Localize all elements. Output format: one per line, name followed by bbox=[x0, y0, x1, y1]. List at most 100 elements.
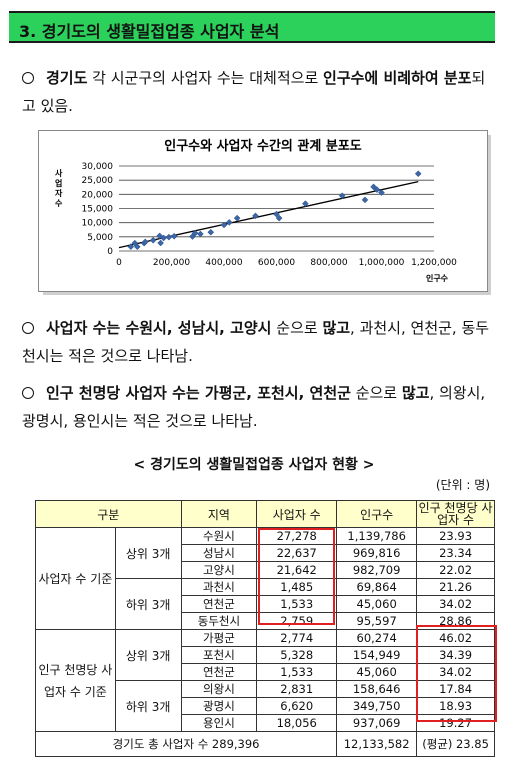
y-tick-label: 15,000 bbox=[82, 205, 114, 215]
header-per-thousand-label: 인구 천명당 사업자 수 bbox=[418, 501, 493, 527]
per-thousand-cell: 23.93 bbox=[416, 527, 495, 545]
group-label-business: 사업자 수 기준 bbox=[35, 527, 116, 630]
chart-title: 인구수와 사업자 수간의 관계 분포도 bbox=[164, 138, 362, 154]
y-tick-label: 25,000 bbox=[82, 176, 114, 186]
business-table: 구분 지역 사업자 수 인구수 인구 천명당 사업자 수 사업자 수 기준 상위 … bbox=[34, 500, 495, 757]
per-thousand-cell: 34.39 bbox=[416, 646, 495, 664]
data-point bbox=[191, 229, 199, 237]
bullet-circle-icon bbox=[22, 387, 34, 399]
per-thousand-cell: 34.02 bbox=[416, 595, 495, 613]
data-point bbox=[133, 243, 141, 251]
table-row: 고양시 21,642 982,709 22.02 bbox=[36, 561, 495, 579]
header-business-count: 사업자 수 bbox=[256, 500, 338, 528]
region-cell: 의왕시 bbox=[180, 680, 258, 698]
per-thousand-cell: 21.26 bbox=[416, 578, 495, 596]
section-title: 3. 경기도의 생활밀접업종 사업자 분석 bbox=[19, 22, 280, 41]
data-point bbox=[197, 230, 204, 238]
bullet-text-part: 인구수에 비례하여 분포 bbox=[323, 69, 472, 87]
business-count-cell: 2,759 bbox=[256, 612, 338, 630]
header-region: 지역 bbox=[180, 500, 258, 528]
y-tick-label: 20,000 bbox=[82, 190, 114, 200]
x-tick-label: 1,000,000 bbox=[359, 258, 405, 268]
table-row: 사업자 수 기준 상위 3개 수원시 27,278 1,139,786 23.93 bbox=[35, 527, 495, 630]
bullet-text-part: 인구 천명당 사업자 수는 가평군, 포천시, 연천군 bbox=[46, 384, 351, 402]
bullet-paragraph-2: 사업자 수는 수원시, 성남시, 고양시 순으로 많고, 과천시, 연천군, 동… bbox=[22, 314, 497, 370]
region-cell: 연천군 bbox=[180, 595, 258, 613]
bullet-text-part: 사업자 수는 수원시, 성남시, 고양시 bbox=[46, 319, 272, 337]
bullet-text-part: , 과천시, 연천군, 동두천시는 적은 것으로 나타남. bbox=[22, 319, 490, 365]
chart-svg: 인구수와 사업자 수간의 관계 분포도 0 5,000 10,000 15,000 20,… bbox=[55, 138, 457, 283]
data-point bbox=[157, 239, 164, 247]
business-count-cell: 6,620 bbox=[256, 697, 338, 715]
region-cell: 고양시 bbox=[180, 561, 258, 579]
population-cell: 154,949 bbox=[336, 646, 418, 664]
total-business-label: 경기도 총 사업자 수 289,396 bbox=[34, 731, 338, 757]
data-point bbox=[361, 196, 369, 204]
business-count-cell: 1,485 bbox=[256, 578, 338, 596]
population-cell: 60,274 bbox=[336, 629, 418, 647]
data-point bbox=[338, 192, 346, 200]
data-point bbox=[141, 238, 149, 246]
per-thousand-cell: 34.02 bbox=[416, 663, 495, 681]
data-point bbox=[127, 243, 135, 251]
data-point bbox=[414, 170, 422, 178]
title-underline bbox=[9, 41, 495, 43]
bullet-text-part: 많고 bbox=[401, 384, 430, 402]
business-count-cell: 1,533 bbox=[256, 663, 338, 681]
rank-label: 하위 3개 bbox=[114, 578, 182, 630]
data-point bbox=[207, 228, 215, 236]
population-cell: 349,750 bbox=[336, 697, 418, 715]
unit-label: (단위 : 명) bbox=[435, 478, 490, 492]
bullet-text-part: 순으로 bbox=[350, 384, 402, 402]
population-cell: 45,060 bbox=[336, 663, 418, 681]
population-cell: 937,069 bbox=[336, 714, 418, 732]
x-tick-label: 200,000 bbox=[153, 258, 190, 268]
population-cell: 45,060 bbox=[336, 595, 418, 613]
data-point bbox=[160, 234, 167, 242]
population-cell: 158,646 bbox=[336, 680, 418, 698]
data-point bbox=[165, 233, 173, 241]
bullet-text-part: 되고 있음. bbox=[22, 69, 486, 115]
data-point bbox=[302, 200, 309, 208]
x-tick-label: 800,000 bbox=[310, 258, 347, 268]
business-count-cell: 18,056 bbox=[256, 714, 338, 732]
bullet-text-part: , 의왕시, 광명시, 용인시는 적은 것으로 나타남. bbox=[22, 384, 486, 430]
table-header-row: 구분 지역 사업자 수 인구수 인구 천명당 사업자 수 bbox=[35, 500, 495, 528]
rank-label: 상위 3개 bbox=[114, 527, 182, 579]
business-count-cell: 1,533 bbox=[256, 595, 338, 613]
business-count-cell: 21,642 bbox=[256, 561, 338, 579]
rank-label: 상위 3개 bbox=[114, 629, 182, 681]
bullet-text-part: 각 시군구의 사업자 수는 대체적으로 bbox=[87, 69, 324, 87]
data-point bbox=[273, 210, 280, 218]
table-row: 포천시 5,328 154,949 34.39 bbox=[36, 646, 495, 664]
table-row: 연천군 1,533 45,060 34.02 bbox=[36, 595, 495, 613]
data-point bbox=[275, 214, 283, 222]
data-point bbox=[225, 219, 233, 226]
business-count-cell: 2,831 bbox=[256, 680, 338, 698]
per-thousand-cell: 23.34 bbox=[416, 544, 495, 562]
per-thousand-cell: 22.02 bbox=[416, 561, 495, 579]
total-average: (평균) 23.85 bbox=[416, 731, 495, 757]
population-cell: 982,709 bbox=[336, 561, 418, 579]
x-tick-label: 0 bbox=[116, 258, 122, 268]
region-cell: 광명시 bbox=[180, 697, 258, 715]
bullet-circle-icon bbox=[22, 72, 34, 84]
x-tick-label: 1,200,000 bbox=[411, 258, 457, 268]
data-point bbox=[252, 212, 259, 220]
rank-label: 하위 3개 bbox=[114, 680, 182, 732]
data-point bbox=[149, 236, 157, 244]
data-point bbox=[233, 214, 241, 222]
header-per-thousand: 인구 천명당 사업자 수 bbox=[416, 500, 495, 528]
bullet-circle-icon bbox=[22, 322, 34, 334]
population-cell: 95,597 bbox=[336, 612, 418, 630]
table-total-row: 경기도 총 사업자 수 289,396 12,133,582 (평균) 23.85 bbox=[34, 731, 495, 757]
data-point bbox=[170, 232, 178, 240]
business-count-cell: 27,278 bbox=[256, 527, 338, 545]
total-population: 12,133,582 bbox=[336, 731, 418, 757]
table-row: 인구 천명당 사업자 수 기준 상위 3개 가평군 2,774 60,274 46.02 bbox=[35, 629, 495, 732]
business-count-cell: 5,328 bbox=[256, 646, 338, 664]
region-cell: 성남시 bbox=[180, 544, 258, 562]
table-caption: < 경기도의 생활밀접업종 사업자 현황 > bbox=[133, 457, 375, 473]
section-title-bar: 3. 경기도의 생활밀접업종 사업자 분석 bbox=[9, 11, 495, 41]
